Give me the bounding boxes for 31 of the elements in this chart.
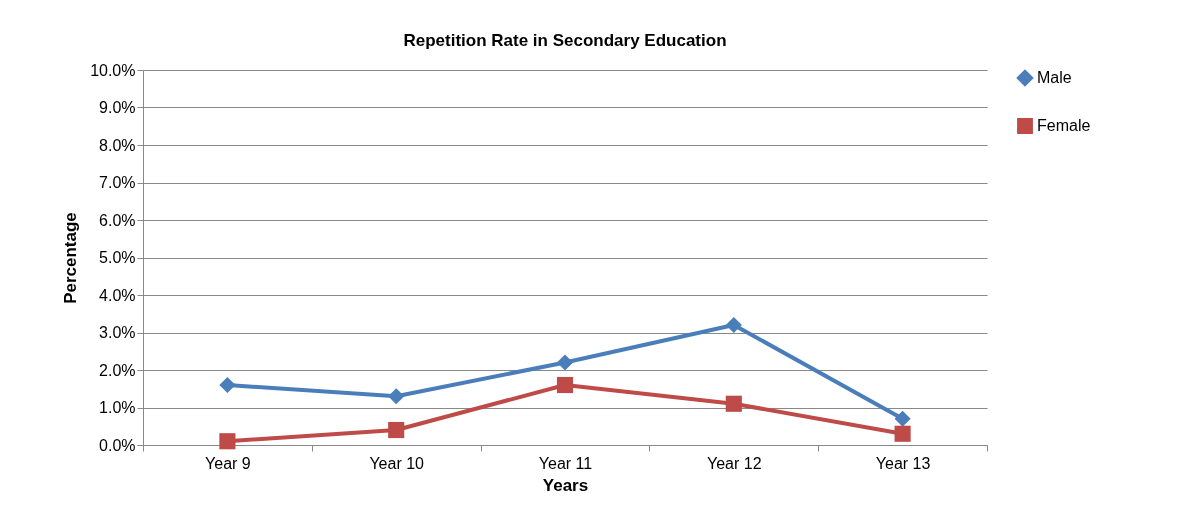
y-tick-label: 7.0% [99,174,136,191]
point [725,316,742,334]
point [894,410,911,427]
y-tick-label: 1.0% [99,399,136,416]
y-tick-label: 9.0% [99,99,136,116]
x-tick-label: Year 9 [205,454,251,472]
point [219,433,236,450]
x-tick-label: Year 10 [369,454,425,472]
point [388,421,405,439]
point [219,376,236,394]
legend-label: Female [1037,117,1091,134]
x-tick-label: Year 12 [707,454,762,472]
point [725,395,742,412]
chart-title: Repetition Rate in Secondary Education [403,31,727,50]
x-axis-title: Years [542,475,589,495]
x-tick-label: Year 13 [875,454,931,472]
point [556,354,574,371]
y-tick-label: 5.0% [99,249,136,266]
y-tick-label: 4.0% [99,286,136,304]
point [556,376,574,394]
y-tick-label: 10.0% [90,61,136,79]
y-tick-label: 8.0% [99,136,136,154]
point [388,388,405,405]
y-axis-title: Percentage [61,212,81,304]
legend-label: Male [1037,69,1072,86]
x-tick-label: Year 11 [538,454,593,472]
point [894,425,911,442]
y-tick-label: 3.0% [99,324,136,341]
y-tick-label: 0.0% [99,436,136,454]
y-tick-label: 6.0% [99,211,136,229]
y-tick-label: 2.0% [99,361,136,379]
